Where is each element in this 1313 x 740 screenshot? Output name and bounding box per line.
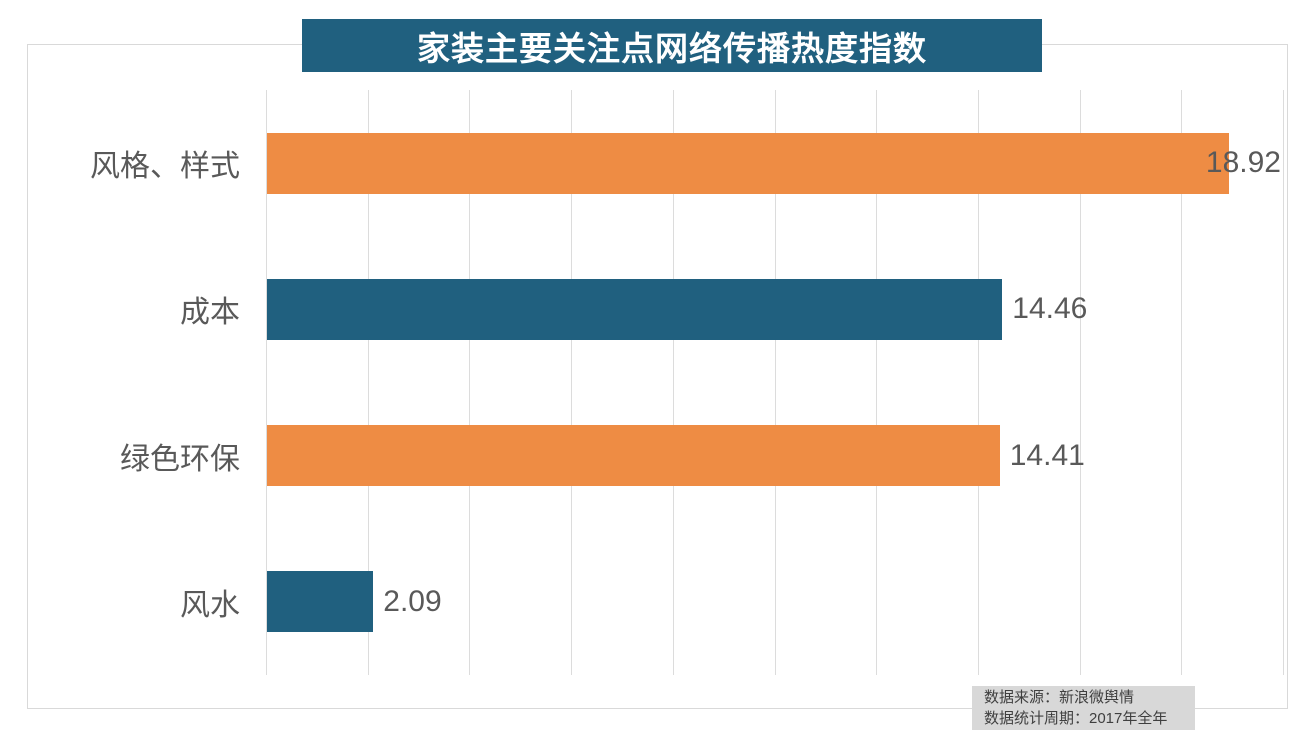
gridline <box>571 90 573 675</box>
bar-风格、样式 <box>267 132 1230 194</box>
gridline <box>774 90 776 675</box>
bar-绿色环保 <box>267 425 1000 487</box>
gridline <box>1079 90 1081 675</box>
data-source-line: 数据来源：新浪微舆情 <box>984 689 1135 706</box>
gridline <box>266 90 267 675</box>
plot-area: 18.92 14.46 14.41 2.09 <box>266 90 1284 675</box>
gridline <box>876 90 878 675</box>
bar-风水 <box>267 571 374 633</box>
gridline <box>1283 90 1284 675</box>
value-label: 14.46 <box>1012 292 1088 326</box>
data-period-line: 数据统计周期：2017年全年 <box>984 710 1168 727</box>
bar-成本 <box>267 278 1003 340</box>
category-label: 成本 <box>180 296 240 330</box>
chart-title: 家装主要关注点网络传播热度指数 <box>417 29 927 67</box>
gridline <box>672 90 674 675</box>
value-label: 2.09 <box>383 584 442 618</box>
data-source-box: 数据来源：新浪微舆情 数据统计周期：2017年全年 <box>972 686 1195 730</box>
gridline <box>1181 90 1183 675</box>
category-label: 风水 <box>180 588 240 622</box>
category-axis: 风格、样式成本绿色环保风水 <box>27 90 240 675</box>
gridline <box>469 90 471 675</box>
chart-title-banner: 家装主要关注点网络传播热度指数 <box>302 19 1042 72</box>
gridline <box>977 90 979 675</box>
category-label: 风格、样式 <box>90 150 240 184</box>
category-label: 绿色环保 <box>120 442 240 476</box>
gridline <box>367 90 369 675</box>
value-label: 18.92 <box>1205 146 1281 180</box>
value-label: 14.41 <box>1009 438 1085 472</box>
